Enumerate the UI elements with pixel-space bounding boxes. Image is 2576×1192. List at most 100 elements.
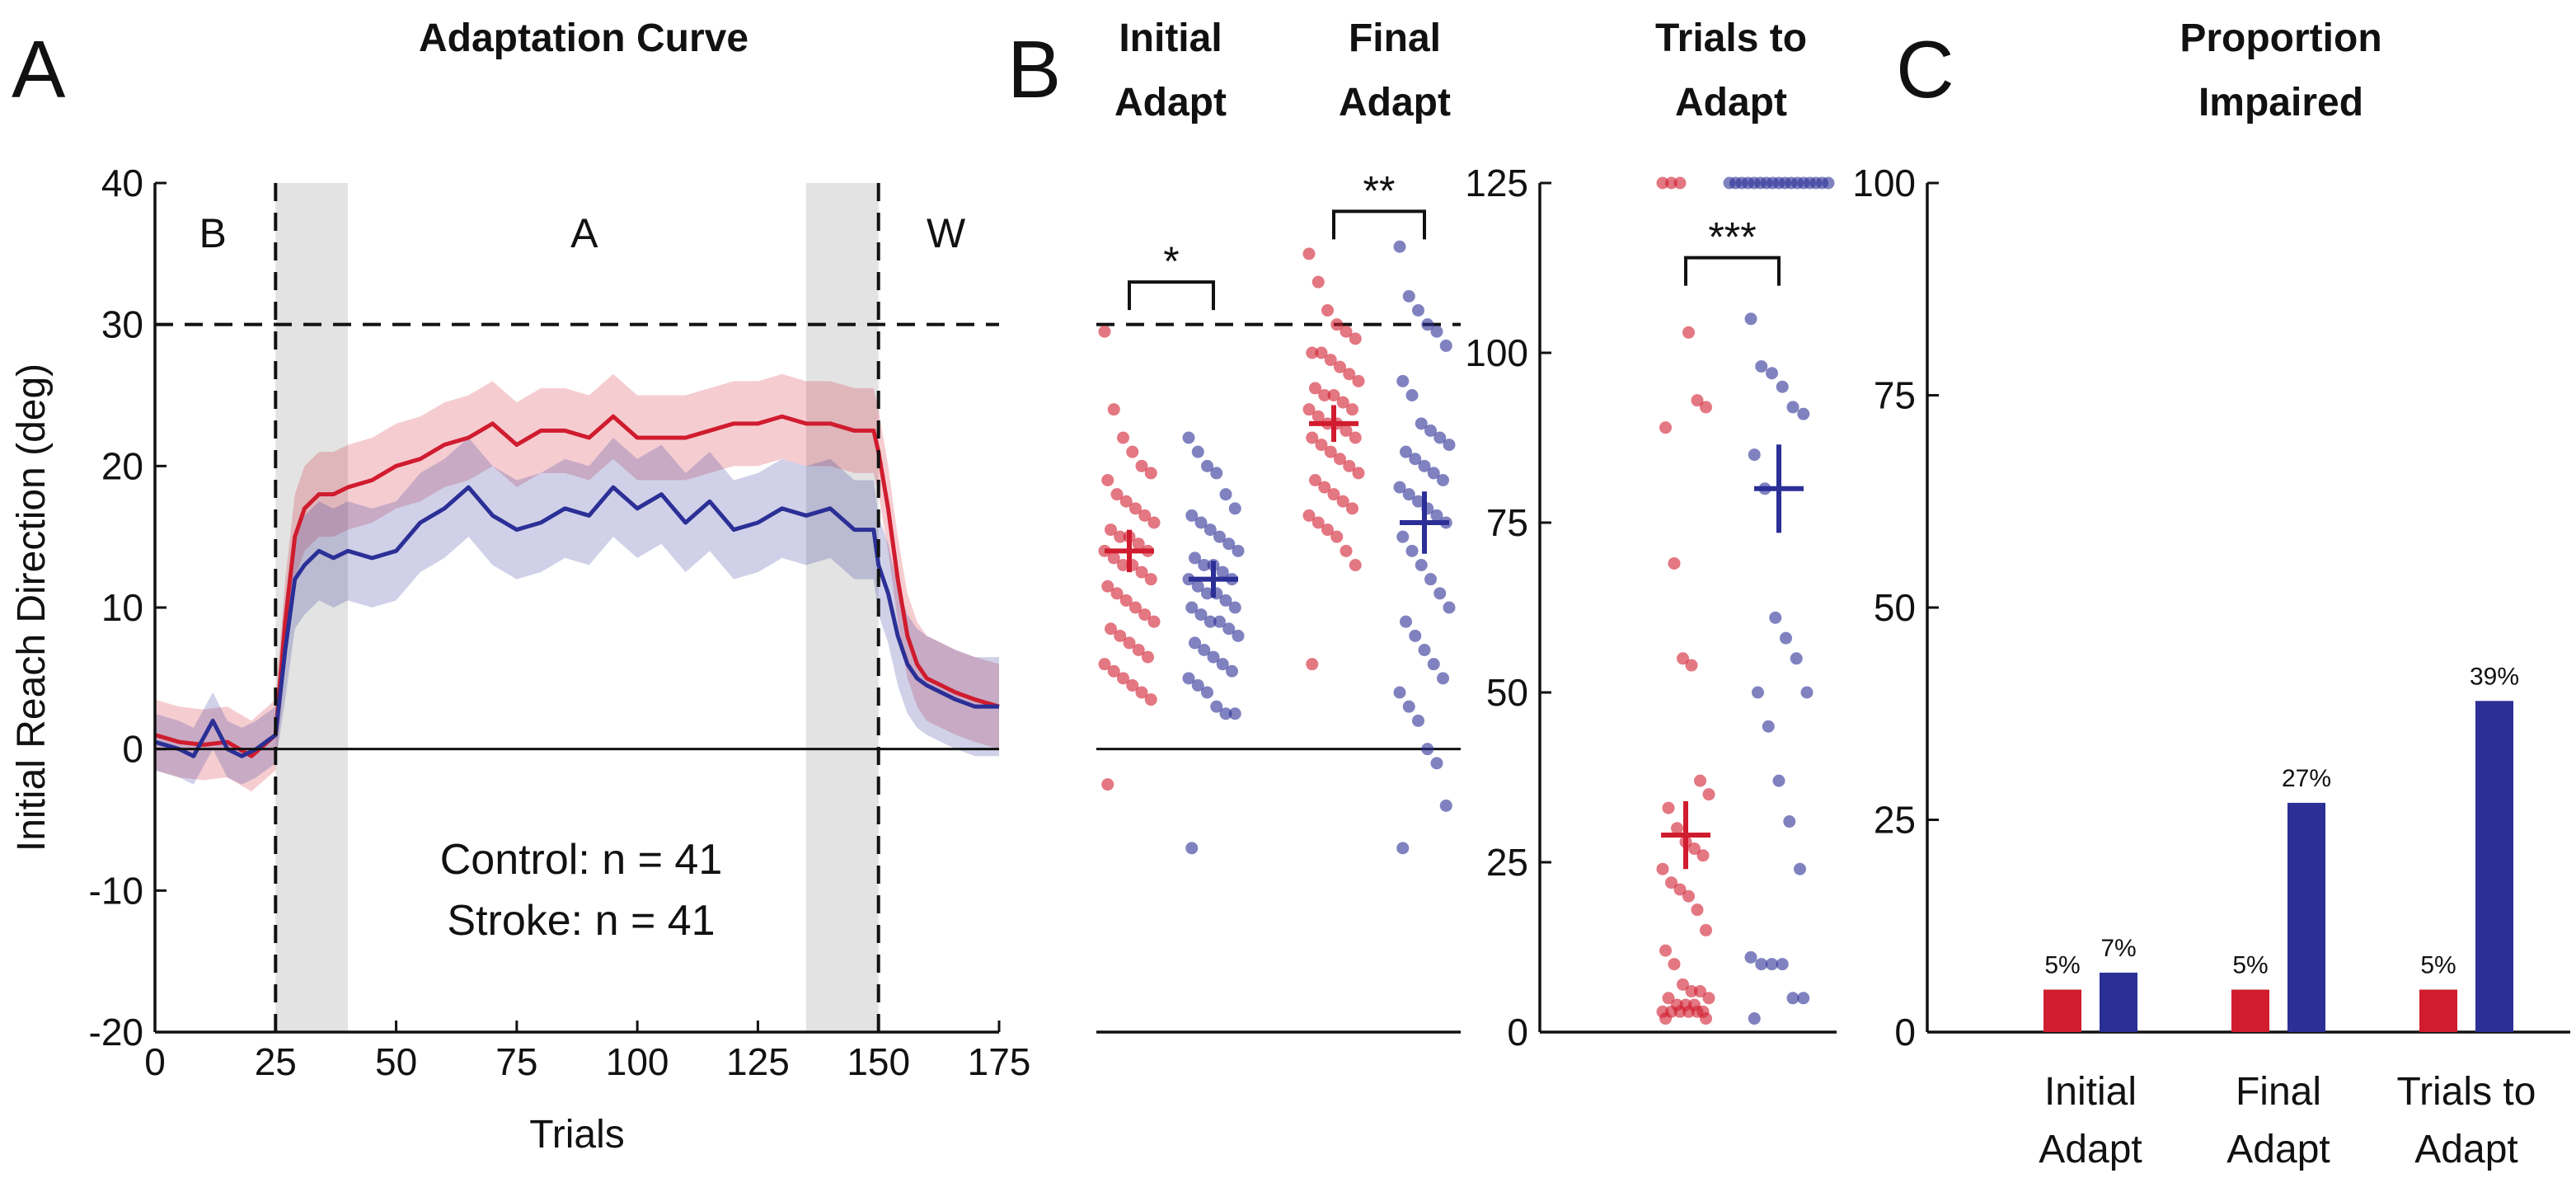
- data-point-stroke: [1198, 644, 1211, 656]
- data-point-stroke: [1427, 658, 1440, 671]
- data-point-stroke: [1418, 644, 1431, 656]
- data-point-stroke: [1424, 424, 1437, 437]
- data-point-control: [1691, 1005, 1704, 1018]
- data-point-stroke: [1415, 417, 1428, 430]
- data-point-control: [1302, 403, 1316, 416]
- data-point-control: [1691, 903, 1704, 917]
- data-point-control: [1098, 325, 1111, 338]
- data-point-control: [1318, 481, 1331, 494]
- data-point-stroke: [1191, 445, 1204, 458]
- data-point-control: [1101, 778, 1114, 791]
- x-tick-label: 100: [606, 1040, 669, 1083]
- data-point-stroke: [1396, 842, 1410, 855]
- data-point-stroke: [1228, 707, 1241, 720]
- x-axis-label: Trials: [529, 1113, 625, 1157]
- adaptation-curve-chart: B A W -20 -10 0 10 20 30 40 0 25 50 75 100 125 150 175 Tri…: [10, 162, 1030, 1157]
- data-point-control: [1117, 672, 1129, 685]
- data-point-stroke: [1439, 339, 1452, 352]
- data-point-control: [1132, 537, 1145, 551]
- bar-value-label: 5%: [2232, 952, 2268, 979]
- data-point-stroke: [1443, 601, 1456, 614]
- data-point-control: [1696, 849, 1710, 862]
- data-point-control: [1656, 862, 1669, 875]
- data-point-control: [1142, 650, 1154, 664]
- panel-b-title-initial-2: Adapt: [1114, 81, 1227, 124]
- data-point-stroke: [1219, 594, 1232, 607]
- data-point-stroke: [1396, 374, 1410, 387]
- data-point-stroke: [1797, 992, 1810, 1005]
- legend-control: Control: n = 41: [440, 836, 723, 884]
- data-point-stroke: [1780, 631, 1792, 645]
- x-tick-label: 175: [968, 1040, 1031, 1083]
- data-point-control: [1311, 410, 1325, 423]
- panel-letter-c: C: [1896, 24, 1954, 115]
- data-point-stroke: [1222, 622, 1236, 636]
- category-label: Final: [2236, 1070, 2321, 1114]
- data-point-control: [1107, 664, 1120, 678]
- data-point-stroke: [1744, 312, 1757, 326]
- data-point-stroke: [1185, 601, 1199, 614]
- data-point-stroke: [1439, 799, 1452, 812]
- data-point-control: [1349, 559, 1362, 571]
- bar-value-label: 39%: [2470, 663, 2519, 690]
- data-point-control: [1110, 587, 1124, 600]
- data-point-control: [1098, 658, 1111, 671]
- data-point-stroke: [1430, 509, 1443, 522]
- bar-stroke: [2475, 701, 2513, 1032]
- data-point-stroke: [1204, 523, 1217, 537]
- y-tick-label: 0: [1894, 1011, 1916, 1054]
- data-point-stroke: [1228, 601, 1241, 614]
- data-point-stroke: [1191, 678, 1204, 692]
- data-point-stroke: [1393, 240, 1406, 253]
- data-point-stroke: [1433, 587, 1447, 600]
- data-point-control: [1694, 774, 1706, 787]
- data-point-control: [1673, 176, 1687, 190]
- data-point-stroke: [1213, 530, 1226, 543]
- data-point-control: [1129, 502, 1142, 515]
- data-point-control: [1126, 445, 1139, 458]
- data-point-control: [1119, 594, 1133, 607]
- data-point-stroke: [1405, 389, 1419, 401]
- panel-b-title-final-1: Final: [1349, 16, 1441, 60]
- data-point-control: [1665, 176, 1677, 190]
- data-point-stroke: [1412, 495, 1424, 508]
- phase-label: A: [570, 210, 598, 256]
- data-point-control: [1110, 488, 1124, 501]
- data-point-stroke: [1418, 459, 1431, 472]
- data-point-stroke: [1194, 516, 1208, 529]
- data-point-control: [1340, 544, 1353, 557]
- data-point-stroke: [1794, 862, 1806, 875]
- data-point-control: [1330, 530, 1344, 543]
- data-point-control: [1306, 431, 1319, 444]
- data-point-control: [1662, 801, 1675, 814]
- bar-stroke: [2100, 972, 2137, 1032]
- data-point-stroke: [1748, 1012, 1761, 1025]
- data-point-stroke: [1744, 950, 1757, 964]
- data-point-stroke: [1769, 611, 1782, 624]
- y-tick-label: 50: [1874, 586, 1916, 629]
- x-tick-label: 150: [847, 1040, 910, 1083]
- data-point-stroke: [1755, 359, 1768, 373]
- data-point-stroke: [1772, 774, 1785, 787]
- data-point-stroke: [1182, 672, 1195, 685]
- data-point-stroke: [1762, 720, 1775, 733]
- data-point-control: [1138, 509, 1152, 522]
- data-point-control: [1327, 488, 1340, 501]
- data-point-control: [1340, 325, 1353, 338]
- series-line-stroke: [154, 485, 999, 758]
- data-point-stroke: [1797, 407, 1810, 420]
- x-tick-label: 50: [375, 1040, 417, 1083]
- data-point-control: [1101, 580, 1114, 593]
- y-tick-label: -10: [89, 869, 143, 912]
- y-tick-label: 30: [101, 303, 143, 346]
- error-band-control: [155, 373, 999, 792]
- bar-control: [2231, 989, 2269, 1032]
- panel-c-title-1: Proportion: [2180, 16, 2381, 60]
- data-point-stroke: [1748, 448, 1761, 462]
- y-tick-label: 25: [1486, 841, 1528, 884]
- data-point-stroke: [1216, 658, 1229, 671]
- data-point-stroke: [1185, 842, 1199, 855]
- data-point-stroke: [1198, 559, 1211, 571]
- panel-b-title-trials-2: Adapt: [1675, 81, 1787, 124]
- data-point-control: [1685, 985, 1698, 998]
